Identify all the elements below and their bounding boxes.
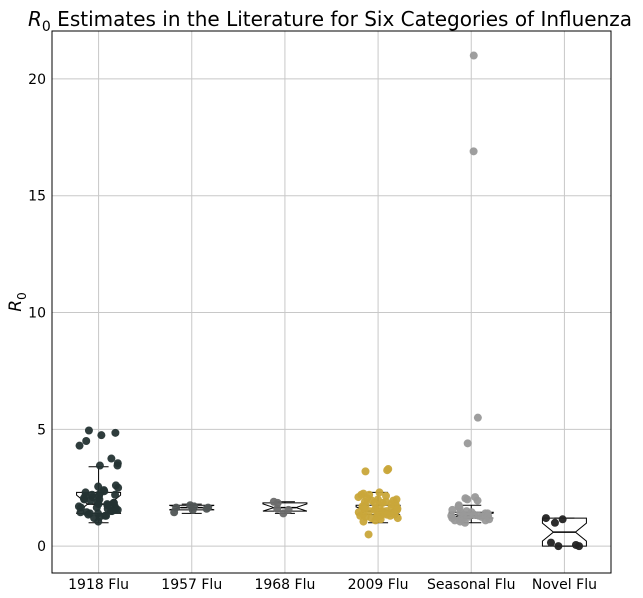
data-point [95,461,104,470]
data-point [469,147,478,156]
data-point [75,441,84,450]
data-point [365,507,374,516]
data-point [111,428,120,437]
y-tick-label: 10 [28,306,46,322]
data-point [107,454,116,463]
data-point [273,504,282,513]
y-tick-label: 5 [37,422,46,438]
data-point [473,496,482,505]
data-point [546,538,555,547]
data-point [359,517,368,526]
data-point [86,496,95,505]
data-point [102,511,111,520]
chart-title: R0 Estimates in the Literature for Six C… [28,7,632,35]
data-point [273,498,282,507]
data-point [76,508,85,517]
y-tick-label: 0 [37,539,46,555]
data-point [386,511,395,520]
data-point [279,509,288,518]
y-axis-label: R0 [6,292,29,311]
data-point [84,510,93,519]
data-point [542,514,551,523]
x-tick-label: Seasonal Flu [427,577,516,593]
data-point [575,542,584,551]
x-tick-label: Novel Flu [532,577,597,593]
data-point [558,515,567,524]
data-point [550,518,559,527]
plot-area: 1918 Flu 1957 Flu 1968 Flu 2009 Flu Seasonal… [28,30,612,593]
data-point [82,437,91,446]
data-point [463,439,472,448]
data-point [481,516,490,525]
y-tick-label: 15 [28,189,46,205]
data-point [463,495,472,504]
data-point [97,431,106,440]
x-tick-label: 1957 Flu [161,577,222,593]
data-point [382,491,391,500]
data-point [202,504,211,513]
data-point [361,467,370,476]
data-point [188,505,197,514]
data-point [364,530,373,539]
data-point [84,426,93,435]
box [541,517,587,547]
data-point [94,482,103,491]
data-point [80,495,89,504]
data-point [383,466,392,475]
data-point [393,514,402,523]
x-tick-label: 2009 Flu [348,577,409,593]
x-tick-label: 1918 Flu [68,577,129,593]
data-point [111,490,120,499]
data-point [461,518,470,527]
x-tick-label: 1968 Flu [254,577,315,593]
data-point [170,508,179,517]
data-point [473,413,482,422]
plot-frame [51,30,612,574]
box [262,502,308,512]
data-point [371,516,380,525]
y-tick-label: 20 [28,72,46,88]
data-point [554,542,563,551]
data-point [114,483,123,492]
data-point [113,461,122,470]
data-point [354,493,363,502]
data-point [469,51,478,60]
data-point [375,488,384,497]
data-point [94,517,103,526]
